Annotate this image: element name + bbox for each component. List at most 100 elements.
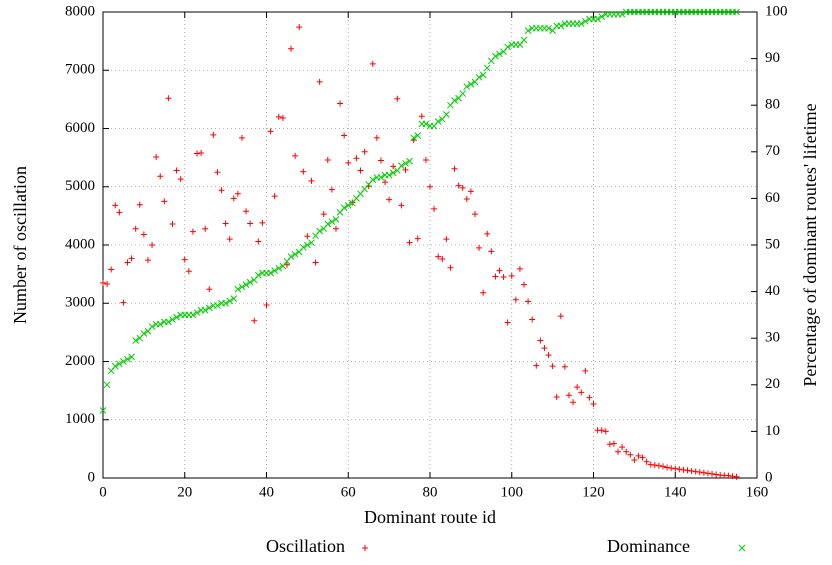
data-point — [222, 299, 229, 307]
data-point — [247, 220, 254, 227]
data-point — [476, 244, 483, 251]
data-point — [475, 73, 483, 81]
data-point — [443, 236, 450, 243]
data-point — [578, 389, 585, 396]
data-point — [442, 111, 450, 118]
data-point — [696, 469, 703, 476]
data-point — [402, 166, 409, 173]
data-point — [169, 316, 176, 323]
data-point — [255, 238, 262, 245]
data-point — [435, 253, 442, 260]
data-point — [377, 174, 385, 181]
data-point — [459, 90, 467, 97]
data-point — [112, 202, 119, 209]
data-point — [271, 193, 278, 200]
data-point — [267, 269, 274, 277]
y-tick-label: 6000 — [65, 120, 95, 136]
data-point — [406, 157, 413, 165]
data-point — [340, 204, 348, 212]
data-point — [308, 177, 315, 184]
data-point — [132, 225, 139, 232]
data-point — [205, 304, 213, 312]
data-point — [149, 242, 156, 248]
data-point — [230, 295, 238, 302]
legend-label: Oscillation — [266, 536, 345, 556]
data-point — [153, 154, 160, 161]
data-point — [700, 469, 707, 476]
data-point — [606, 441, 613, 448]
data-point — [193, 309, 201, 316]
data-point — [328, 218, 336, 226]
y-tick-label: 7000 — [65, 62, 95, 78]
data-point — [483, 64, 491, 72]
data-point — [324, 156, 331, 163]
data-point — [549, 363, 556, 370]
data-point — [619, 444, 626, 451]
data-point — [120, 299, 127, 306]
data-point — [557, 22, 565, 30]
data-point — [136, 201, 143, 208]
data-point — [238, 134, 245, 141]
data-point — [602, 428, 609, 435]
data-point — [377, 157, 384, 164]
data-point — [124, 355, 131, 363]
data-point — [463, 83, 471, 90]
data-point — [565, 392, 572, 399]
data-point — [120, 358, 127, 365]
data-point — [382, 179, 389, 186]
data-point — [148, 323, 156, 330]
data-point — [398, 162, 405, 170]
y2-axis-title: Percentage of dominant routes' lifetime — [800, 103, 820, 386]
data-point — [688, 468, 695, 475]
data-point — [283, 261, 290, 268]
data-point — [177, 176, 184, 183]
data-point — [316, 227, 323, 235]
data-point — [525, 298, 532, 305]
x-tick-label: 20 — [177, 484, 192, 500]
data-point — [541, 345, 548, 352]
data-point — [414, 235, 421, 242]
data-point — [386, 196, 393, 203]
data-point — [116, 209, 123, 216]
data-point — [201, 306, 209, 314]
x-tick-label: 0 — [99, 484, 107, 500]
data-point — [332, 225, 339, 232]
data-point — [169, 221, 176, 228]
data-point — [635, 452, 642, 459]
data-point — [414, 132, 422, 139]
data-point — [157, 173, 164, 180]
data-point — [467, 188, 474, 195]
data-point — [598, 13, 606, 21]
data-point — [524, 27, 532, 34]
data-point — [230, 195, 237, 202]
data-point — [292, 152, 299, 159]
data-point — [108, 266, 115, 273]
data-point — [733, 473, 740, 480]
data-point — [398, 202, 405, 209]
data-point — [410, 134, 418, 142]
x-tick-label: 80 — [423, 484, 438, 500]
data-point — [676, 466, 683, 473]
data-point — [422, 120, 430, 128]
data-point — [492, 273, 499, 280]
data-point — [259, 219, 266, 226]
data-point — [300, 168, 307, 175]
data-point — [500, 274, 507, 281]
data-point — [320, 211, 327, 218]
legend-label: Dominance — [607, 536, 690, 556]
x-tick-label: 120 — [582, 484, 605, 500]
data-point — [214, 302, 221, 309]
data-point — [254, 271, 262, 279]
data-point — [218, 187, 225, 194]
data-point — [369, 60, 376, 67]
y-tick-label: 1000 — [65, 411, 95, 427]
data-point — [553, 394, 560, 401]
data-point — [210, 131, 217, 138]
data-point — [672, 465, 679, 472]
data-point — [206, 286, 213, 293]
data-point — [234, 190, 241, 197]
data-point — [173, 313, 180, 321]
data-point — [713, 471, 720, 478]
data-point — [296, 24, 303, 31]
data-point — [328, 186, 335, 193]
